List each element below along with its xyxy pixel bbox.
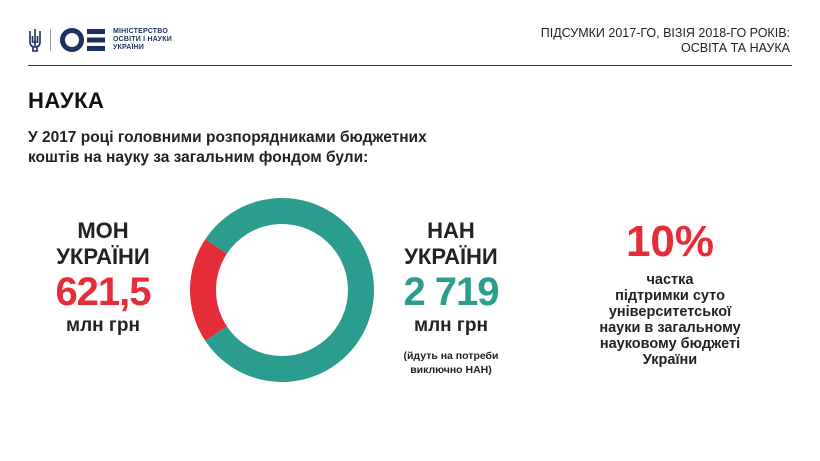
university-share-block: 10% частка підтримки суто університетськ… bbox=[555, 217, 785, 369]
mon-stat: МОН УКРАЇНИ 621,5 млн грн bbox=[28, 218, 178, 338]
university-share-value: 10% bbox=[625, 217, 715, 266]
share-text-line: підтримки суто bbox=[615, 288, 725, 304]
section-title: НАУКА bbox=[28, 88, 105, 113]
subtitle-line1: У 2017 році головними розпорядниками бюд… bbox=[28, 129, 427, 146]
mon-unit: млн грн bbox=[66, 315, 140, 336]
mon-name-line1: МОН bbox=[77, 218, 129, 243]
ministry-name: МІНІСТЕРСТВО ОСВІТИ І НАУКИ УКРАЇНИ bbox=[113, 28, 172, 52]
mon-value: 621,5 bbox=[55, 270, 151, 314]
mon-name-line2: УКРАЇНИ bbox=[56, 244, 150, 269]
ministry-oe-mark-icon bbox=[60, 28, 105, 52]
subtitle-line2: коштів на науку за загальним фондом були… bbox=[28, 149, 369, 166]
nan-note-line1: (йдуть на потреби bbox=[403, 350, 499, 362]
header-title: ПІДСУМКИ 2017-ГО, ВІЗІЯ 2018-ГО РОКІВ: О… bbox=[460, 26, 790, 56]
trident-icon bbox=[29, 29, 41, 52]
nan-stat: НАН УКРАЇНИ 2 719 млн грн bbox=[376, 218, 526, 338]
nan-name-line2: УКРАЇНИ bbox=[404, 244, 498, 269]
nan-note-line2: виключно НАН) bbox=[410, 364, 492, 376]
nan-value: 2 719 bbox=[403, 270, 499, 314]
share-text-line: науки в загальному bbox=[599, 320, 741, 336]
share-text-line: України bbox=[642, 352, 698, 368]
nan-note: (йдуть на потреби виключно НАН) bbox=[376, 349, 526, 377]
header-title-line2: ОСВІТА ТА НАУКА bbox=[681, 41, 790, 55]
budget-donut-chart bbox=[190, 198, 374, 382]
nan-name-line1: НАН bbox=[427, 218, 475, 243]
donut-slice-mon bbox=[190, 239, 227, 341]
share-text-line: частка bbox=[646, 272, 694, 288]
donut-slice-nan bbox=[205, 198, 374, 382]
nan-unit: млн грн bbox=[414, 315, 488, 336]
share-text-line: університетської bbox=[608, 304, 732, 320]
ministry-name-line: УКРАЇНИ bbox=[113, 44, 145, 51]
ministry-name-line: МІНІСТЕРСТВО bbox=[113, 28, 168, 35]
ministry-logo: МІНІСТЕРСТВО ОСВІТИ І НАУКИ УКРАЇНИ bbox=[28, 26, 172, 54]
logo-separator bbox=[50, 29, 51, 51]
header-divider bbox=[28, 65, 792, 66]
subtitle: У 2017 році головними розпорядниками бюд… bbox=[28, 128, 548, 168]
header-title-line1: ПІДСУМКИ 2017-ГО, ВІЗІЯ 2018-ГО РОКІВ: bbox=[540, 26, 790, 40]
university-share-text: частка підтримки суто університетської н… bbox=[570, 272, 770, 368]
share-text-line: науковому бюджеті bbox=[599, 336, 741, 352]
ministry-name-line: ОСВІТИ І НАУКИ bbox=[113, 36, 172, 43]
